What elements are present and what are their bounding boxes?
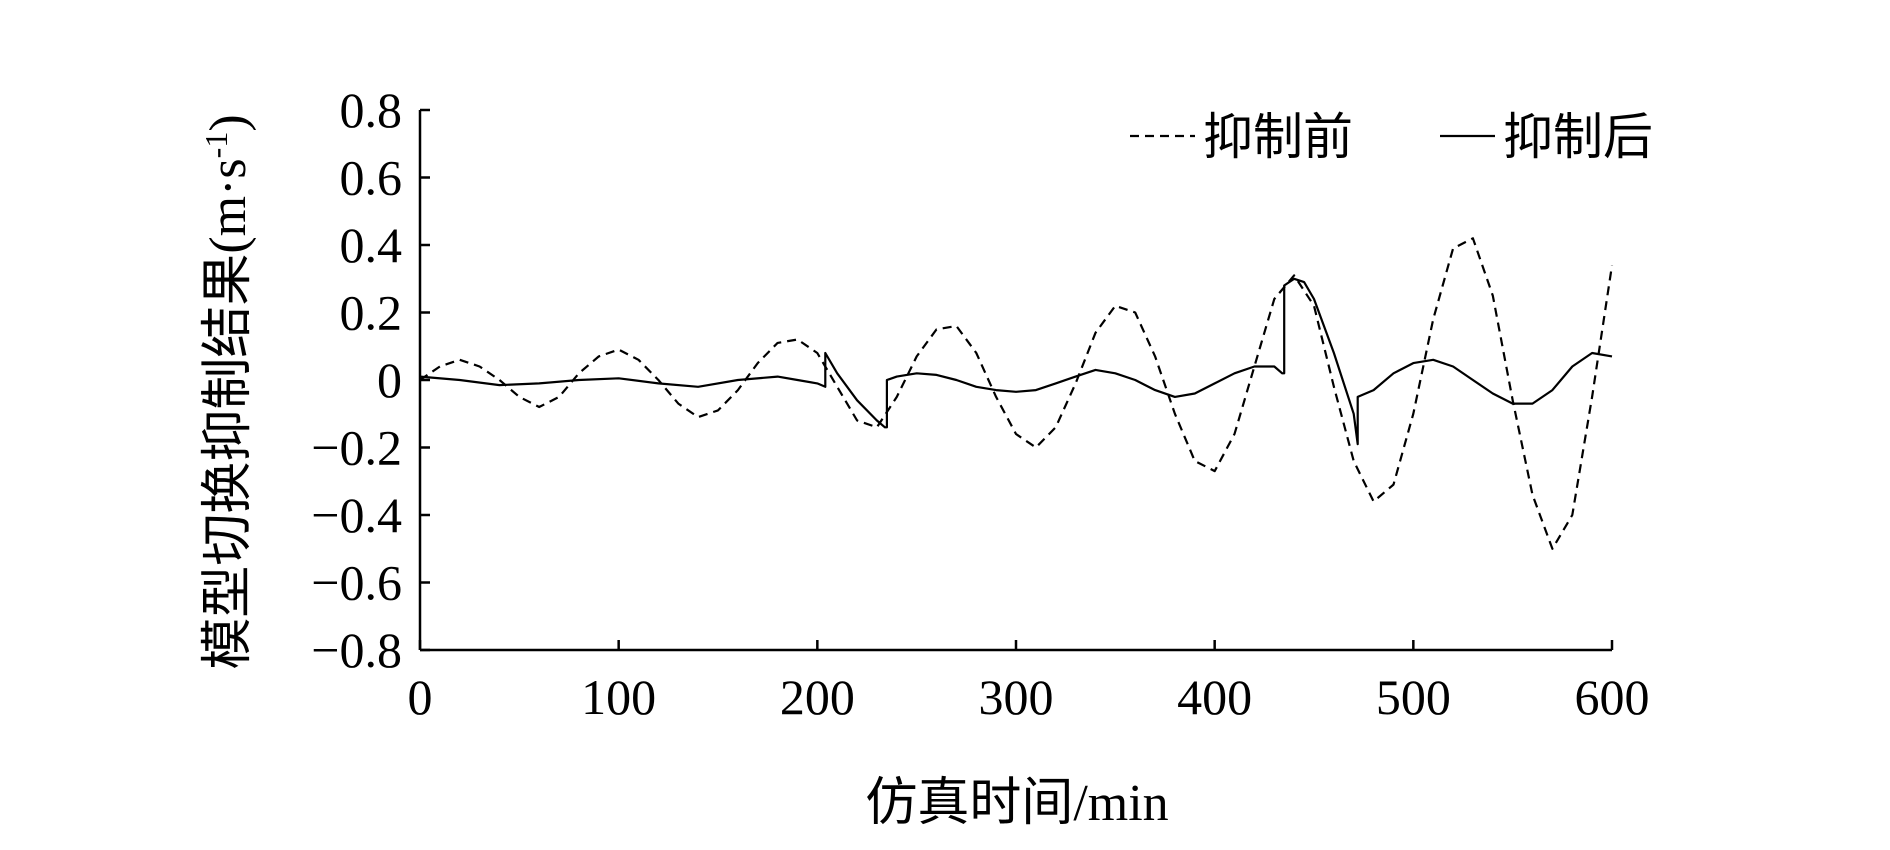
legend-label-after: 抑制后: [1503, 109, 1653, 165]
x-tick-label: 600: [1575, 669, 1650, 725]
x-tick-label: 400: [1177, 669, 1252, 725]
series-line-before: [419, 237, 1614, 550]
y-tick-label: 0.6: [340, 150, 403, 206]
x-axis-title: 仿真时间/min: [865, 775, 1168, 832]
y-axis-title-main: 模型切换抑制结果(m·s: [200, 158, 257, 669]
y-axis-title-close: ): [200, 114, 257, 131]
y-tick-label: 0.4: [340, 217, 403, 273]
ticks: 0 100 200 300 400 500 600 −0.8 −0.6 −0.4 −0.2 0 0.2 0…: [311, 82, 1649, 725]
x-tick-label: 200: [780, 669, 855, 725]
y-tick-label: 0: [377, 352, 402, 408]
y-tick-label: −0.4: [311, 487, 402, 543]
x-tick-label: 0: [408, 669, 433, 725]
y-tick-label: −0.2: [311, 420, 402, 476]
x-tick-label: 100: [581, 669, 656, 725]
y-axis-title: 模型切换抑制结果(m·s-1): [198, 114, 257, 669]
x-tick-label: 300: [979, 669, 1054, 725]
y-tick-label: 0.8: [340, 82, 403, 138]
y-tick-label: −0.8: [311, 622, 402, 678]
y-axis-title-superscript: -1: [198, 132, 234, 159]
legend: 抑制前 抑制后: [1130, 109, 1653, 165]
y-tick-label: 0.2: [340, 285, 403, 341]
y-tick-label: −0.6: [311, 555, 402, 611]
x-tick-label: 500: [1376, 669, 1451, 725]
series-line-after: [419, 277, 1613, 446]
legend-label-before: 抑制前: [1203, 109, 1353, 165]
series-layer: [419, 237, 1614, 550]
